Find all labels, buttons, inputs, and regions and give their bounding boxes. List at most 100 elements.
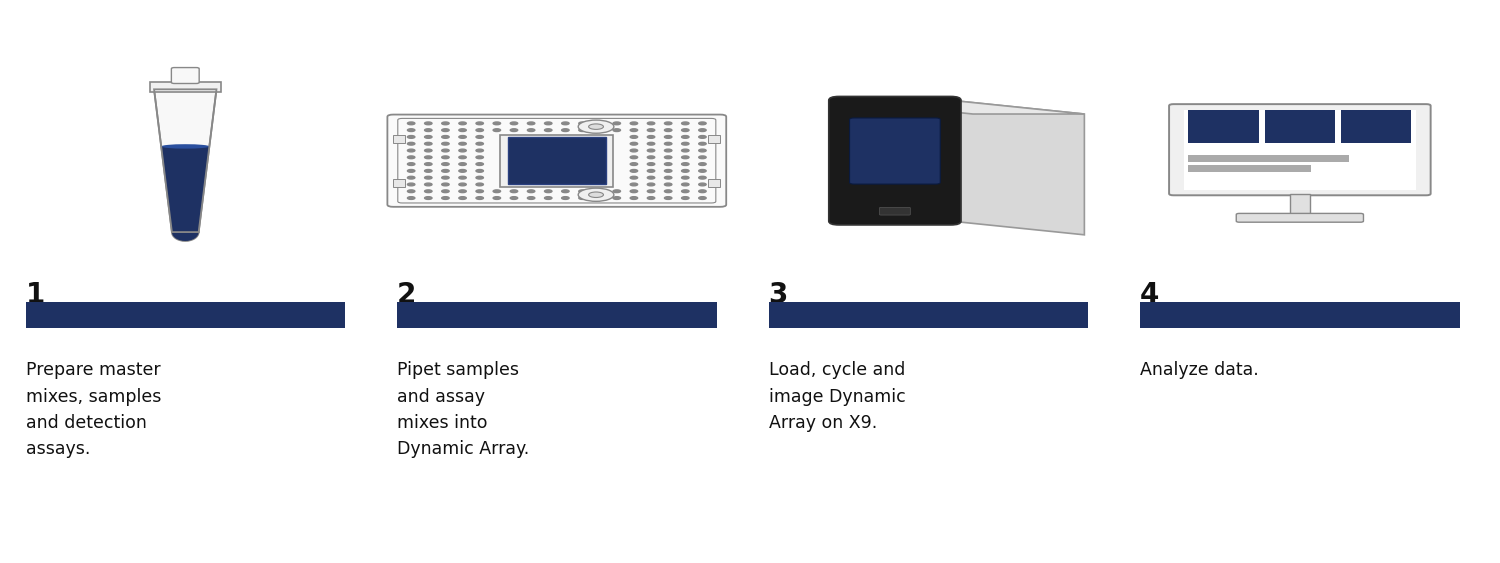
Circle shape [510,129,518,132]
Circle shape [408,122,416,125]
Circle shape [648,122,656,125]
Circle shape [630,149,638,152]
Bar [1264,110,1335,144]
Circle shape [476,122,483,125]
Circle shape [408,149,416,152]
Circle shape [648,176,656,179]
Circle shape [648,183,656,186]
FancyBboxPatch shape [171,68,200,83]
Circle shape [441,149,448,152]
Circle shape [441,122,448,125]
Circle shape [664,169,672,172]
Circle shape [441,183,448,186]
Circle shape [681,149,688,152]
Circle shape [630,156,638,159]
Polygon shape [160,146,210,232]
Circle shape [561,122,568,125]
Circle shape [459,149,466,152]
Circle shape [681,156,688,159]
Circle shape [476,149,483,152]
Circle shape [614,122,621,125]
Circle shape [681,190,688,193]
Circle shape [476,176,483,179]
Text: 3: 3 [768,282,788,309]
Circle shape [561,129,568,132]
Circle shape [699,183,706,186]
Circle shape [476,163,483,166]
Bar [1140,302,1460,328]
Circle shape [528,129,536,132]
Circle shape [699,156,706,159]
Circle shape [664,156,672,159]
Circle shape [664,190,672,193]
Circle shape [441,190,448,193]
Circle shape [681,169,688,172]
Circle shape [459,156,466,159]
Circle shape [544,129,552,132]
Circle shape [578,188,614,202]
Circle shape [459,169,466,172]
Bar [1341,110,1412,144]
Circle shape [648,196,656,199]
Circle shape [494,190,501,193]
Circle shape [424,176,432,179]
Circle shape [664,136,672,138]
Circle shape [648,136,656,138]
Text: Load, cycle and
image Dynamic
Array on X9.: Load, cycle and image Dynamic Array on X… [768,361,906,432]
Polygon shape [154,90,216,232]
Circle shape [476,183,483,186]
Circle shape [664,149,672,152]
Circle shape [476,196,483,199]
Circle shape [459,196,466,199]
Circle shape [699,129,706,132]
Circle shape [510,196,518,199]
Circle shape [408,136,416,138]
Bar [150,82,220,92]
Bar [398,302,717,328]
Circle shape [648,142,656,145]
Circle shape [459,163,466,166]
Circle shape [544,122,552,125]
Circle shape [459,122,466,125]
Circle shape [579,196,586,199]
Circle shape [544,190,552,193]
Circle shape [441,136,448,138]
FancyBboxPatch shape [1168,104,1431,195]
Circle shape [699,169,706,172]
Circle shape [441,196,448,199]
Circle shape [528,122,536,125]
Ellipse shape [160,144,210,149]
Circle shape [459,176,466,179]
Text: 4: 4 [1140,282,1160,309]
Bar [1188,155,1348,162]
FancyBboxPatch shape [879,207,910,215]
Circle shape [494,196,501,199]
Circle shape [408,156,416,159]
Circle shape [664,142,672,145]
Circle shape [408,190,416,193]
Bar [393,135,405,142]
Circle shape [424,169,432,172]
Bar [1290,194,1310,215]
Circle shape [441,176,448,179]
Circle shape [424,122,432,125]
Circle shape [664,196,672,199]
Circle shape [494,122,501,125]
Circle shape [476,136,483,138]
Circle shape [424,142,432,145]
Text: Pipet samples
and assay
mixes into
Dynamic Array.: Pipet samples and assay mixes into Dynam… [398,361,530,458]
Polygon shape [839,100,1084,114]
Circle shape [579,190,586,193]
Bar [1188,166,1311,172]
Circle shape [544,196,552,199]
Circle shape [681,136,688,138]
Bar [768,302,1088,328]
Circle shape [424,190,432,193]
Circle shape [408,142,416,145]
Circle shape [561,190,568,193]
Circle shape [630,169,638,172]
Circle shape [630,176,638,179]
Circle shape [648,156,656,159]
Circle shape [630,183,638,186]
Circle shape [528,190,536,193]
